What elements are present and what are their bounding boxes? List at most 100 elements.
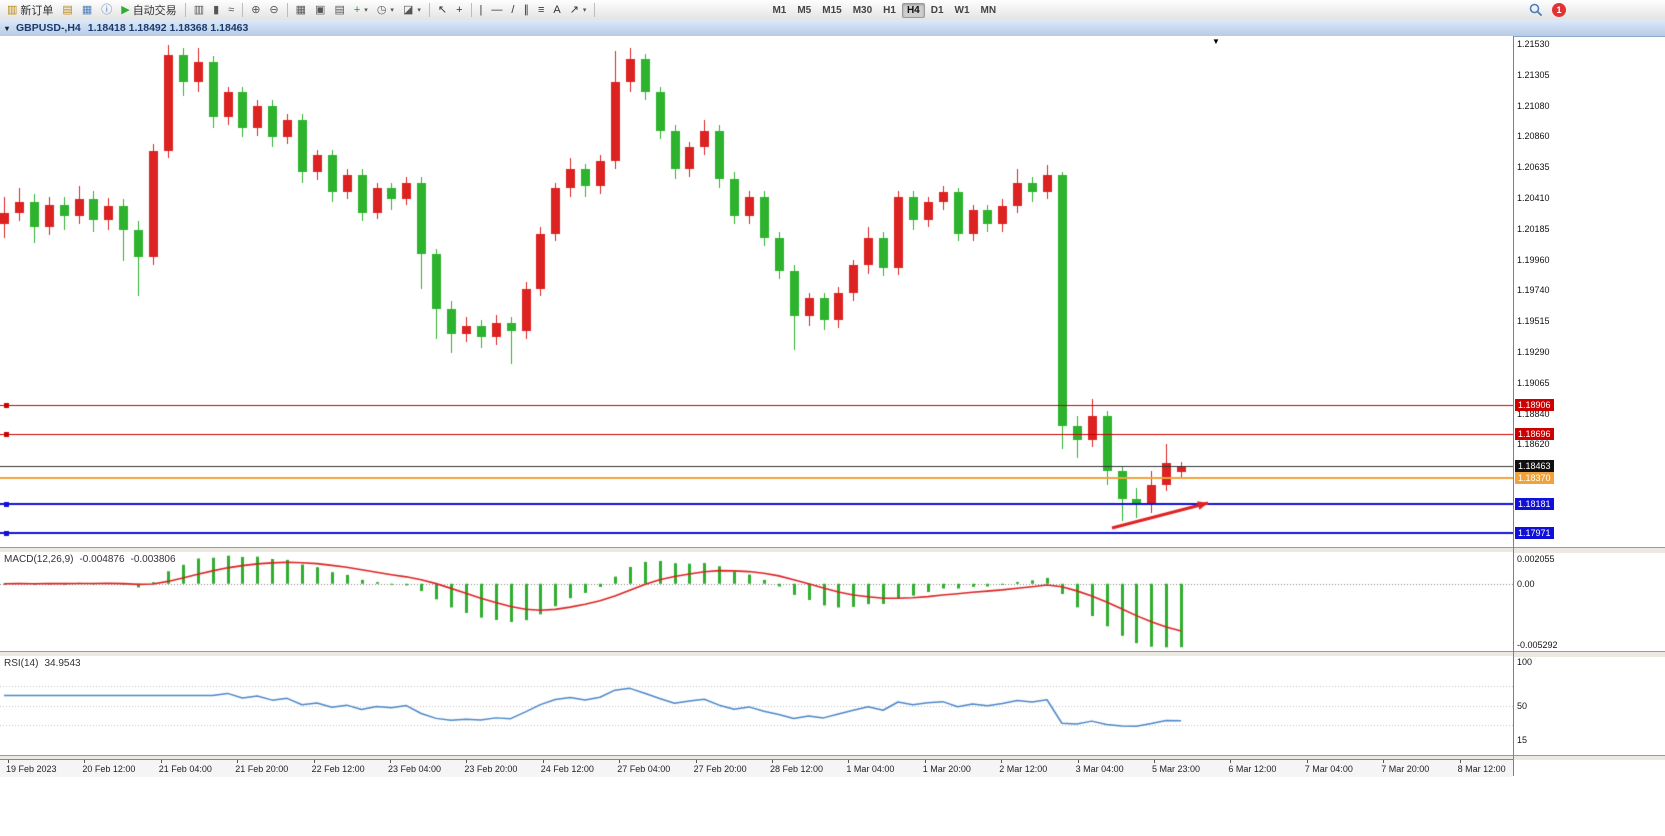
channel-icon: ∥ xyxy=(523,3,529,16)
timeframe-m1[interactable]: M1 xyxy=(772,4,787,16)
line-chart-icon: ≈ xyxy=(228,3,235,16)
support-line-1-label[interactable]: 1.18181 xyxy=(1515,498,1554,511)
time-tick xyxy=(466,760,468,763)
chart-titlebar: ▾ GBPUSD-,H4 1.18418 1.18492 1.18368 1.1… xyxy=(0,20,1665,37)
zoom-in-button[interactable]: ⊕ xyxy=(247,1,264,20)
chart-menu-icon[interactable]: ▾ xyxy=(5,23,10,33)
trendline-button[interactable]: / xyxy=(507,1,518,20)
time-tick xyxy=(619,760,621,763)
autotrading-button[interactable]: ▶ 自动交易 xyxy=(117,1,180,20)
horizontal-line-button[interactable]: — xyxy=(487,1,506,20)
price-tick: 1.18840 xyxy=(1517,408,1550,419)
main-chart-panel xyxy=(0,36,1513,547)
text-button[interactable]: A xyxy=(549,1,564,20)
dropdown-caret-icon: ▾ xyxy=(364,7,368,14)
cascade-windows-button[interactable]: ▣ xyxy=(311,1,329,20)
time-axis[interactable]: 19 Feb 2023 20 Feb 12:00 21 Feb 04:00 21 Fe… xyxy=(0,759,1513,777)
zoom-out-button[interactable]: ⊖ xyxy=(265,1,282,20)
time-tick xyxy=(160,760,162,763)
data-window-button[interactable]: ⓘ xyxy=(97,1,116,20)
time-label: 8 Mar 12:00 xyxy=(1457,764,1506,774)
time-label: 21 Feb 20:00 xyxy=(235,764,289,774)
vertical-line-button[interactable]: | xyxy=(476,1,487,20)
support-line-2-label[interactable]: 1.17971 xyxy=(1515,527,1554,540)
dropdown-caret-icon: ▾ xyxy=(390,7,394,14)
arrows-button[interactable]: ↗ ▾ xyxy=(566,1,591,20)
price-tick: 1.19960 xyxy=(1517,254,1550,265)
time-label: 23 Feb 04:00 xyxy=(388,764,442,774)
timeframe-d1[interactable]: D1 xyxy=(930,4,944,16)
crosshair-icon: + xyxy=(456,3,463,16)
cursor-button[interactable]: ↖ xyxy=(434,1,451,20)
resistance-line-2-label[interactable]: 1.18696 xyxy=(1515,427,1554,440)
time-label: 27 Feb 04:00 xyxy=(617,764,671,774)
chart-shift-marker[interactable]: ▼ xyxy=(1212,37,1220,46)
candlestick-chart-button[interactable]: ▮ xyxy=(209,1,223,20)
rsi-axis-label: 100 xyxy=(1517,657,1533,667)
time-label: 28 Feb 12:00 xyxy=(770,764,824,774)
play-icon: ▶ xyxy=(121,3,130,16)
time-label: 1 Mar 04:00 xyxy=(846,764,895,774)
bar-chart-button[interactable]: ▥ xyxy=(190,1,208,20)
chart-profile-icon: ▤ xyxy=(62,3,73,16)
periods-button[interactable]: ◷ ▾ xyxy=(373,1,398,20)
macd-value-main: -0.004876 xyxy=(79,554,125,565)
time-tick xyxy=(8,760,9,763)
indicators-button[interactable]: + ▾ xyxy=(350,1,372,20)
template-icon: ◪ xyxy=(402,3,414,16)
time-label: 5 Mar 23:00 xyxy=(1152,764,1201,774)
timeframe-mn[interactable]: MN xyxy=(980,4,997,16)
time-tick xyxy=(542,760,544,763)
chart-profile-button[interactable]: ▤ xyxy=(58,1,76,20)
new-order-button[interactable]: ▥ 新订单 xyxy=(3,1,57,20)
timeframe-h1[interactable]: H1 xyxy=(883,4,896,16)
search-icon[interactable] xyxy=(1529,3,1543,17)
price-tick: 1.19290 xyxy=(1517,346,1550,357)
autotrading-button-label: 自动交易 xyxy=(132,5,177,17)
rsi-canvas[interactable] xyxy=(0,656,1513,755)
rsi-value: 34.9543 xyxy=(44,658,81,669)
time-tick xyxy=(1306,760,1308,763)
toolbar-separator xyxy=(428,3,430,17)
price-tick: 1.19065 xyxy=(1517,377,1550,388)
tile-windows-button[interactable]: ▦ xyxy=(292,1,310,20)
timeframe-m30[interactable]: M30 xyxy=(852,4,873,16)
channel-button[interactable]: ∥ xyxy=(519,1,533,20)
arrange-windows-button[interactable]: ▤ xyxy=(330,1,348,20)
time-tick xyxy=(695,760,697,763)
time-tick xyxy=(1077,760,1079,763)
crosshair-button[interactable]: + xyxy=(452,1,466,20)
order-level-line-label[interactable]: 1.18370 xyxy=(1515,472,1554,485)
timeframe-m15[interactable]: M15 xyxy=(822,4,842,16)
time-label: 3 Mar 04:00 xyxy=(1075,764,1124,774)
price-axis[interactable]: 1.21530 1.21305 1.21080 1.20860 1.20635 1.204… xyxy=(1514,0,1665,836)
rsi-axis-label: 50 xyxy=(1517,700,1528,711)
fibonacci-button[interactable]: ≡ xyxy=(534,1,548,20)
price-tick: 1.21305 xyxy=(1517,69,1550,80)
timeframe-m5[interactable]: M5 xyxy=(797,4,812,16)
macd-axis-label: -0.005292 xyxy=(1517,640,1558,650)
candlestick-icon: ▮ xyxy=(213,3,220,16)
timeframe-w1[interactable]: W1 xyxy=(954,4,970,16)
market-watch-button[interactable]: ▦ xyxy=(78,1,96,20)
time-tick xyxy=(1383,760,1385,763)
trendline-icon: / xyxy=(511,3,515,16)
time-label: 21 Feb 04:00 xyxy=(158,764,212,774)
vertical-line-icon: | xyxy=(479,3,483,16)
macd-axis-label: 0.002055 xyxy=(1517,554,1555,564)
toolbar-separator xyxy=(242,3,244,17)
new-order-icon: ▥ xyxy=(7,3,18,16)
price-tick: 1.20185 xyxy=(1517,223,1550,234)
templates-button[interactable]: ◪ ▾ xyxy=(399,1,425,20)
line-chart-button[interactable]: ≈ xyxy=(224,1,238,20)
macd-canvas[interactable] xyxy=(0,552,1513,651)
notification-badge[interactable]: 1 xyxy=(1552,3,1566,17)
indicators-plus-icon: + xyxy=(353,3,361,16)
time-tick xyxy=(84,760,86,763)
rsi-label: RSI(14) 34.9543 xyxy=(4,658,81,669)
toolbar: ▥ 新订单 ▤ ▦ ⓘ ▶ 自动交易 ▥ ▮ ≈ ⊕ ⊖ ▦ ▣ ▤ + ▾ ◷ ▾ ◪ ▾ ↖ + | — / ∥ ≡ A ↗ ▾ M1 M… xyxy=(0,0,1665,21)
resistance-line-1-label[interactable]: 1.18906 xyxy=(1515,398,1554,411)
timeframe-toolbar: M1 M5 M15 M30 H1 H4 D1 W1 MN xyxy=(767,2,1001,18)
main-chart-canvas[interactable] xyxy=(0,36,1513,547)
timeframe-h4[interactable]: H4 xyxy=(901,2,925,18)
